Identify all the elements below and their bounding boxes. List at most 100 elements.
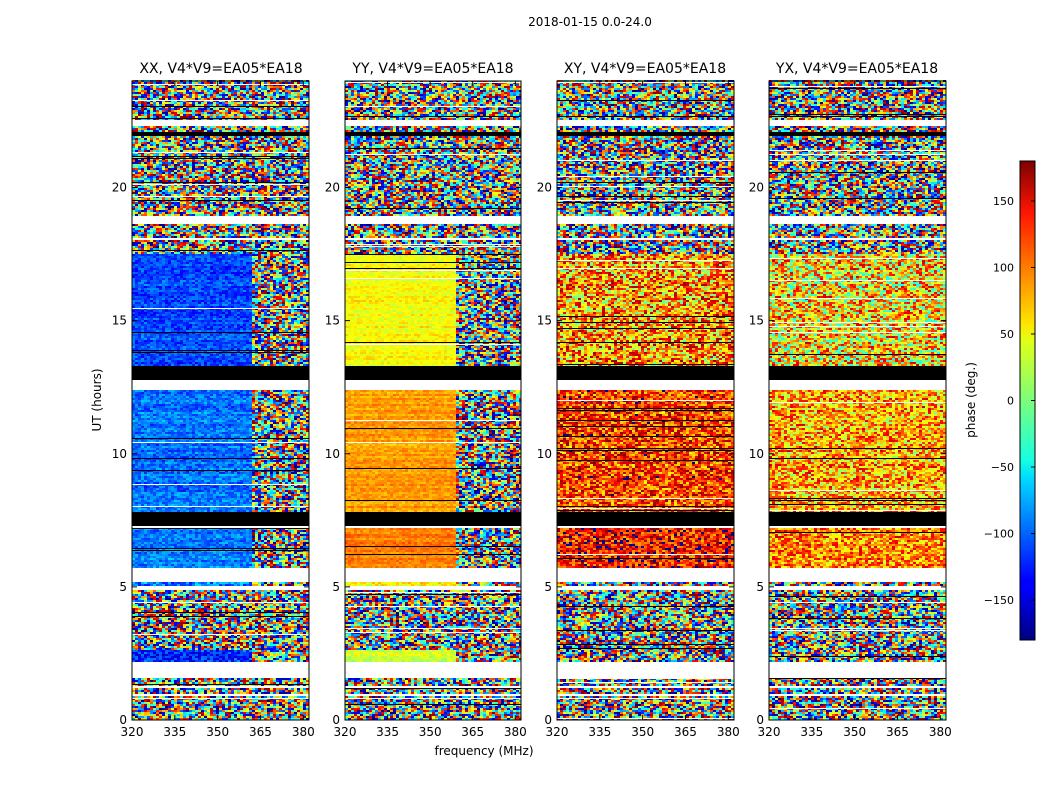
heatmap-cell <box>303 644 306 646</box>
heatmap-cell <box>174 678 177 680</box>
heatmap-cell <box>141 700 144 702</box>
heatmap-cell <box>156 696 159 698</box>
heatmap-cell <box>234 710 237 712</box>
heatmap-cell <box>270 638 273 640</box>
heatmap-cell <box>294 638 297 640</box>
heatmap-cell <box>162 646 165 648</box>
heatmap-cell <box>225 690 228 692</box>
heatmap-cell <box>234 650 237 652</box>
heatmap-cell <box>156 658 159 660</box>
heatmap-cell <box>252 704 255 706</box>
heatmap-cell <box>210 660 213 662</box>
heatmap-cell <box>261 658 264 660</box>
heatmap-cell <box>273 712 276 714</box>
heatmap-cell <box>303 640 306 642</box>
heatmap-cell <box>189 700 192 702</box>
heatmap-cell <box>210 640 213 642</box>
heatmap-cell <box>255 678 258 680</box>
heatmap-cell <box>204 640 207 642</box>
heatmap-cell <box>228 678 231 680</box>
heatmap-cell <box>177 650 180 652</box>
heatmap-cell <box>192 692 195 694</box>
heatmap-cell <box>273 658 276 660</box>
heatmap-cell <box>297 648 300 650</box>
heatmap-cell <box>135 680 138 682</box>
heatmap-cell <box>279 650 282 652</box>
heatmap-cell <box>141 644 144 646</box>
heatmap-cell <box>210 654 213 656</box>
heatmap-cell <box>195 644 198 646</box>
heatmap-cell <box>174 638 177 640</box>
heatmap-cell <box>300 638 303 640</box>
heatmap-cell <box>249 642 252 644</box>
heatmap-cell <box>153 636 156 638</box>
heatmap-cell <box>300 642 303 644</box>
heatmap-cell <box>156 638 159 640</box>
heatmap-cell <box>249 658 252 660</box>
heatmap-cell <box>267 704 270 706</box>
heatmap-cell <box>198 696 201 698</box>
heatmap-cell <box>300 706 303 708</box>
heatmap-cell <box>183 712 186 714</box>
heatmap-cell <box>213 660 216 662</box>
heatmap-cell <box>270 654 273 656</box>
heatmap-cell <box>192 654 195 656</box>
heatmap-cell <box>222 650 225 652</box>
heatmap-cell <box>177 692 180 694</box>
heatmap-cell <box>198 716 201 718</box>
heatmap-cell <box>267 716 270 718</box>
heatmap-cell <box>246 682 249 684</box>
heatmap-cell <box>168 652 171 654</box>
heatmap-cell <box>297 656 300 658</box>
heatmap-cell <box>297 710 300 712</box>
heatmap-cell <box>258 648 261 650</box>
heatmap-cell <box>294 706 297 708</box>
heatmap-cell <box>267 652 270 654</box>
heatmap-cell <box>276 646 279 648</box>
heatmap-cell <box>228 692 231 694</box>
heatmap-cell <box>291 700 294 702</box>
heatmap-cell <box>291 658 294 660</box>
heatmap-cell <box>195 656 198 658</box>
heatmap-cell <box>174 706 177 708</box>
heatmap-cell <box>198 704 201 706</box>
heatmap-cell <box>246 706 249 708</box>
heatmap-cell <box>216 680 219 682</box>
heatmap-cell <box>297 682 300 684</box>
heatmap-cell <box>225 714 228 716</box>
heatmap-cell <box>291 660 294 662</box>
heatmap-cell <box>249 706 252 708</box>
heatmap-cell <box>201 704 204 706</box>
heatmap-cell <box>255 708 258 710</box>
heatmap-cell <box>273 702 276 704</box>
heatmap-cell <box>240 706 243 708</box>
heatmap-cell <box>279 658 282 660</box>
heatmap-cell <box>210 704 213 706</box>
heatmap-cell <box>237 714 240 716</box>
heatmap-cell <box>300 696 303 698</box>
heatmap-cell <box>144 660 147 662</box>
heatmap-cell <box>201 710 204 712</box>
heatmap-cell <box>264 690 267 692</box>
heatmap-cell <box>147 640 150 642</box>
heatmap-cell <box>240 642 243 644</box>
heatmap-cell <box>156 640 159 642</box>
heatmap-cell <box>162 716 165 718</box>
heatmap-cell <box>276 680 279 682</box>
heatmap-cell <box>267 656 270 658</box>
heatmap-cell <box>153 644 156 646</box>
heatmap-cell <box>162 638 165 640</box>
heatmap-cell <box>303 646 306 648</box>
heatmap-cell <box>246 648 249 650</box>
heatmap-cell <box>183 640 186 642</box>
heatmap-cell <box>183 702 186 704</box>
heatmap-cell <box>198 638 201 640</box>
heatmap-cell <box>252 646 255 648</box>
heatmap-cell <box>138 700 141 702</box>
heatmap-cell <box>216 640 219 642</box>
heatmap-cell <box>186 678 189 680</box>
heatmap-cell <box>150 638 153 640</box>
heatmap-cell <box>195 688 198 690</box>
heatmap-cell <box>279 646 282 648</box>
heatmap-cell <box>291 696 294 698</box>
